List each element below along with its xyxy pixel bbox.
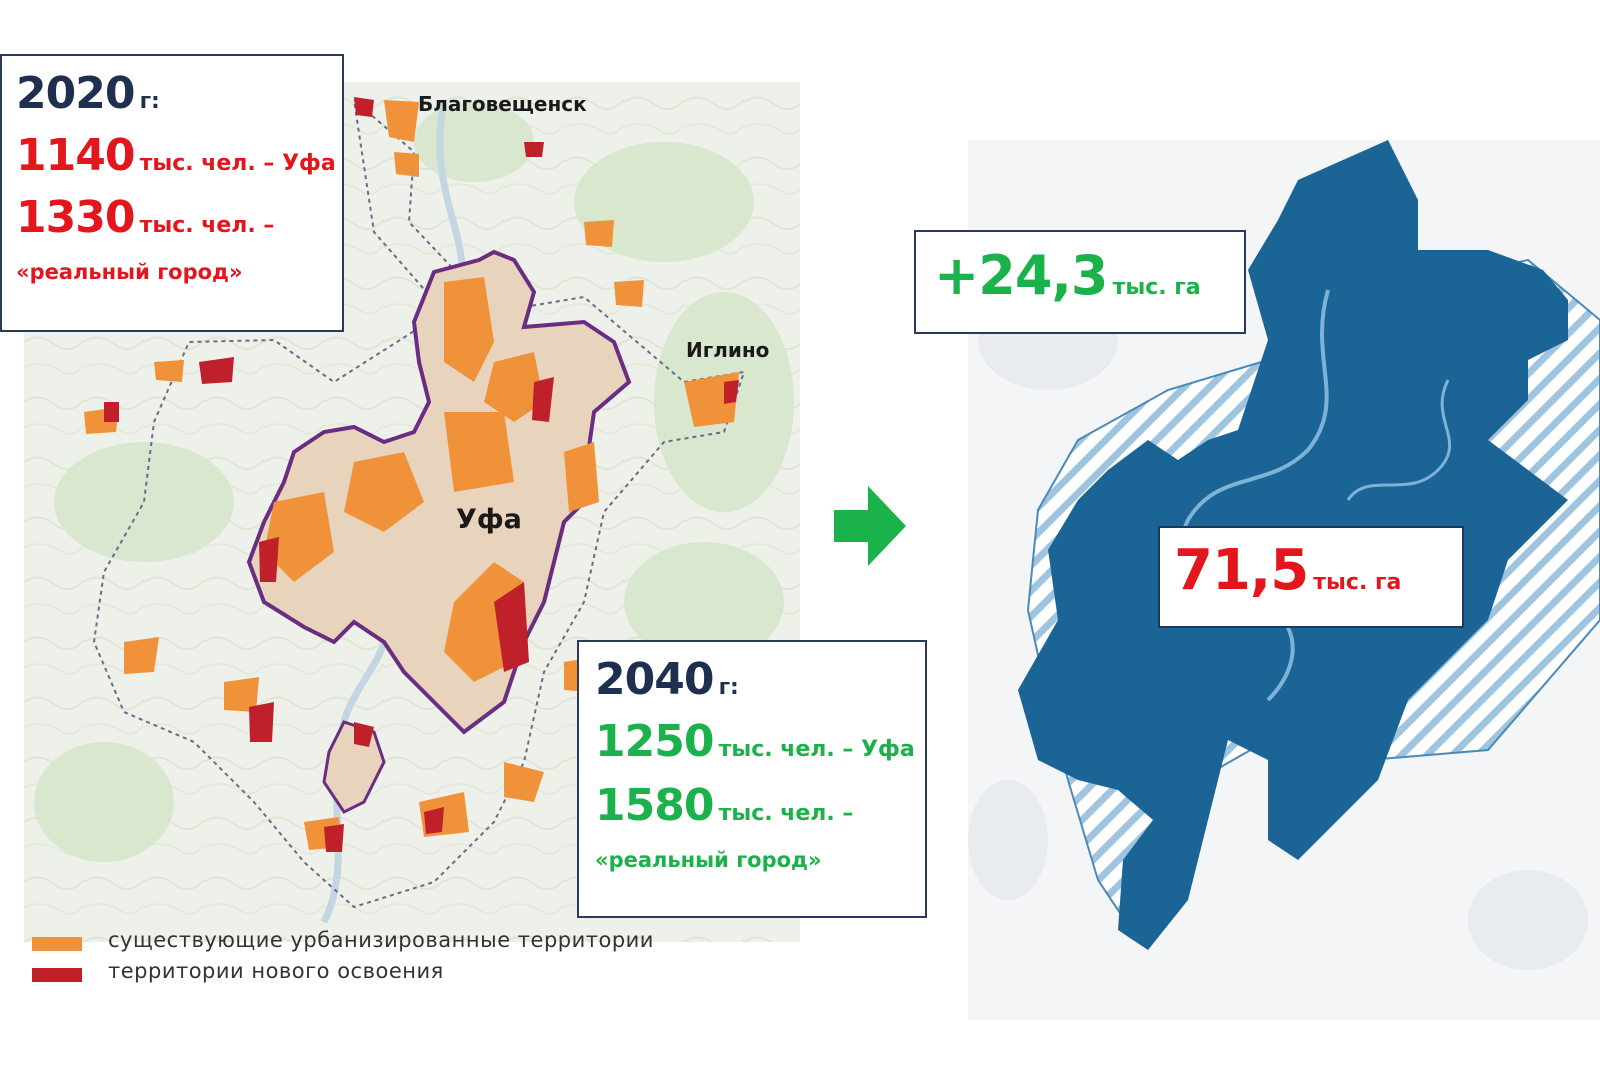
- year-2040: 2040: [595, 654, 714, 705]
- area-increase-value: +24,3: [934, 244, 1108, 307]
- year-suffix: г:: [718, 675, 739, 700]
- real-city-caption: «реальный город»: [595, 848, 822, 872]
- year-suffix: г:: [139, 89, 160, 114]
- legend-swatch-urban: [32, 937, 82, 951]
- year-2020: 2020: [16, 68, 135, 119]
- info-box-2020: 2020 г: 1140 тыс. чел. – Уфа 1330 тыс. ч…: [0, 54, 344, 332]
- right-arrow-icon: [834, 486, 906, 566]
- population-ufa-label: тыс. чел. – Уфа: [139, 151, 336, 176]
- population-real-city-2040: 1580: [595, 780, 714, 831]
- population-ufa-2040: 1250: [595, 716, 714, 767]
- real-city-caption: «реальный город»: [16, 260, 243, 284]
- area-increase-unit: тыс. га: [1112, 275, 1201, 300]
- area-increase-box: +24,3 тыс. га: [914, 230, 1246, 334]
- label-ufa: Уфа: [456, 504, 522, 535]
- population-real-city-label: тыс. чел. –: [139, 213, 275, 238]
- population-real-city-2020: 1330: [16, 192, 135, 243]
- urbanization-map: [24, 82, 800, 942]
- population-ufa-label: тыс. чел. – Уфа: [718, 737, 915, 762]
- population-real-city-label: тыс. чел. –: [718, 801, 854, 826]
- population-ufa-2020: 1140: [16, 130, 135, 181]
- label-iglino: Иглино: [686, 338, 770, 362]
- area-total-box: 71,5 тыс. га: [1158, 526, 1464, 628]
- legend-label-urban: существующие урбанизированные территории: [108, 928, 654, 952]
- legend-label-new: территории нового освоения: [108, 959, 444, 983]
- label-blagoveshchensk: Благовещенск: [418, 92, 587, 116]
- left-map: [24, 82, 800, 942]
- legend-swatch-new: [32, 968, 82, 982]
- area-total-unit: тыс. га: [1313, 570, 1402, 595]
- area-total-value: 71,5: [1174, 538, 1309, 603]
- info-box-2040: 2040 г: 1250 тыс. чел. – Уфа 1580 тыс. ч…: [577, 640, 927, 918]
